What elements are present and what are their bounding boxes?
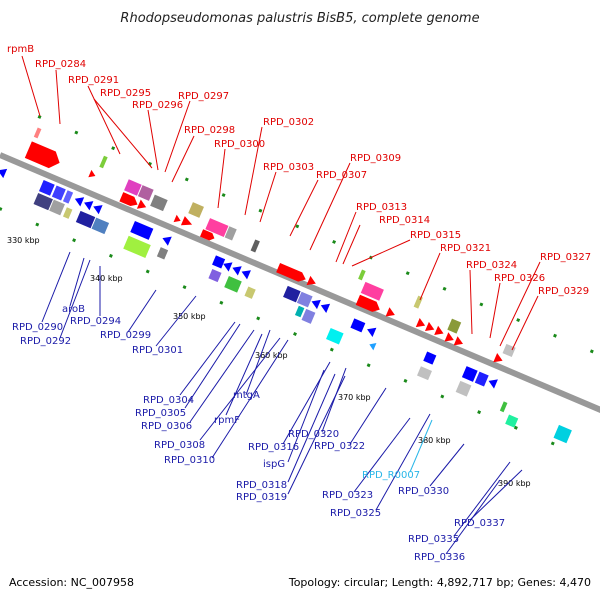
gene-label[interactable]: RPD_0337 xyxy=(454,518,505,529)
bottom-leader-lines xyxy=(41,251,523,555)
tick-label: 390 kbp xyxy=(498,479,531,488)
gene-label[interactable]: RPD_0316 xyxy=(248,442,299,453)
genome-backbone xyxy=(0,152,600,420)
gene-label[interactable]: RPD_0320 xyxy=(288,429,339,440)
tick-label: 370 kbp xyxy=(338,393,371,402)
gene-label[interactable]: RPD_0305 xyxy=(135,408,186,419)
gene-label[interactable]: RPD_0336 xyxy=(414,552,465,563)
bottom-gene-labels: RPD_0290 aroB RPD_0292 RPD_0294 RPD_0299… xyxy=(12,304,505,563)
tick-label: 360 kbp xyxy=(255,351,288,360)
gene-label[interactable]: RPD_0330 xyxy=(398,486,449,497)
gene-label[interactable]: RPD_0302 xyxy=(263,117,314,128)
accession-text: Accession: NC_007958 xyxy=(9,576,134,589)
gene-label[interactable]: RPD_0297 xyxy=(178,91,229,102)
gene-label[interactable]: rpmB xyxy=(7,44,34,55)
guide-dots-bottom xyxy=(0,206,555,446)
gene-label[interactable]: RPD_0329 xyxy=(538,286,589,297)
forward-genes xyxy=(24,127,516,363)
top-leader-lines xyxy=(21,55,541,351)
tick-label: 330 kbp xyxy=(7,236,40,245)
gene-label[interactable]: RPD_0295 xyxy=(100,88,151,99)
gene-label[interactable]: RPD_0323 xyxy=(322,490,373,501)
map-title: Rhodopseudomonas palustris BisB5, comple… xyxy=(120,11,479,26)
gene-label[interactable]: RPD_0327 xyxy=(540,252,591,263)
gene-label[interactable]: RPD_0301 xyxy=(132,345,183,356)
rna-leader-line xyxy=(409,419,433,473)
gene-label[interactable]: RPD_0306 xyxy=(141,421,192,432)
gene-label[interactable]: RPD_0299 xyxy=(100,330,151,341)
gene-label[interactable]: RPD_0300 xyxy=(214,139,265,150)
gene-label[interactable]: RPD_0303 xyxy=(263,162,314,173)
reverse-genes xyxy=(0,168,572,444)
gene-label[interactable]: RPD_0321 xyxy=(440,243,491,254)
gene-label[interactable]: RPD_0294 xyxy=(70,316,121,327)
tick-label: 340 kbp xyxy=(90,274,123,283)
tick-label: 380 kbp xyxy=(418,436,451,445)
gene-label[interactable]: RPD_0292 xyxy=(20,336,71,347)
gene-label[interactable]: RPD_0304 xyxy=(143,395,194,406)
gene-label[interactable]: RPD_0326 xyxy=(494,273,545,284)
gene-label[interactable]: RPD_0310 xyxy=(164,455,215,466)
gene-label[interactable]: RPD_0314 xyxy=(379,215,430,226)
gene-label[interactable]: RPD_0325 xyxy=(330,508,381,519)
gene-label[interactable]: RPD_0290 xyxy=(12,322,63,333)
gene-label[interactable]: RPD_0324 xyxy=(466,260,517,271)
gene-label[interactable]: RPD_0307 xyxy=(316,170,367,181)
gene-label[interactable]: RPD_0291 xyxy=(68,75,119,86)
gene-label[interactable]: mtgA xyxy=(233,390,260,401)
gene-label[interactable]: RPD_0335 xyxy=(408,534,459,545)
gene-label[interactable]: RPD_R0007 xyxy=(362,470,420,481)
scale-ticks: 330 kbp 340 kbp 350 kbp 360 kbp 370 kbp … xyxy=(7,236,531,488)
gene-label[interactable]: RPD_0308 xyxy=(154,440,205,451)
gene-label[interactable]: RPD_0318 xyxy=(236,480,287,491)
gene-label[interactable]: RPD_0296 xyxy=(132,100,183,111)
gene-label[interactable]: aroB xyxy=(62,304,85,315)
gene-label[interactable]: RPD_0322 xyxy=(314,441,365,452)
gene-label[interactable]: rpmF xyxy=(214,415,240,426)
tick-label: 350 kbp xyxy=(173,312,206,321)
genome-summary-text: Topology: circular; Length: 4,892,717 bp… xyxy=(288,576,591,589)
gene-label[interactable]: ispG xyxy=(263,459,285,470)
gene-label[interactable]: RPD_0298 xyxy=(184,125,235,136)
gene-label[interactable]: RPD_0309 xyxy=(350,153,401,164)
guide-dots-top xyxy=(37,114,594,354)
gene-label[interactable]: RPD_0319 xyxy=(236,492,287,503)
gene-label[interactable]: RPD_0284 xyxy=(35,59,86,70)
top-gene-labels: rpmB RPD_0284 RPD_0291 RPD_0295 RPD_0296… xyxy=(7,44,591,297)
gene-label[interactable]: RPD_0313 xyxy=(356,202,407,213)
gene-label[interactable]: RPD_0315 xyxy=(410,230,461,241)
